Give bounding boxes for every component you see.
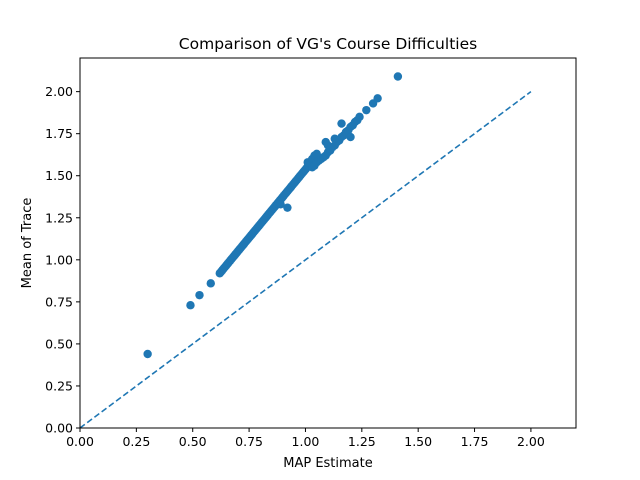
data-point — [330, 134, 339, 143]
chart-title: Comparison of VG's Course Difficulties — [179, 35, 477, 53]
y-tick-label: 1.75 — [45, 126, 73, 141]
data-point — [346, 132, 355, 142]
data-point — [337, 119, 346, 128]
x-tick-label: 0.75 — [235, 434, 263, 449]
data-point — [206, 279, 215, 288]
y-tick-label: 1.50 — [45, 168, 73, 183]
data-point — [276, 200, 285, 209]
x-tick-label: 1.25 — [348, 434, 376, 449]
x-tick-label: 0.00 — [66, 434, 94, 449]
y-tick-label: 2.00 — [45, 84, 73, 99]
data-point — [143, 349, 152, 359]
x-axis-ticks: 0.00 0.25 0.50 0.75 1.00 1.25 1.50 1.75 2.00 — [66, 428, 545, 449]
data-point — [195, 290, 204, 300]
x-axis-label: MAP Estimate — [283, 456, 373, 471]
x-tick-label: 1.00 — [292, 434, 320, 449]
data-points-layer — [143, 72, 403, 359]
data-point — [373, 94, 382, 103]
x-tick-label: 1.50 — [404, 434, 432, 449]
data-point — [283, 203, 292, 212]
y-tick-label: 0.00 — [45, 421, 73, 436]
x-tick-label: 0.25 — [122, 434, 150, 449]
data-point — [326, 144, 335, 154]
x-tick-label: 2.00 — [517, 434, 545, 449]
data-point — [393, 72, 403, 81]
y-tick-label: 0.75 — [45, 294, 73, 309]
data-point — [186, 301, 195, 310]
data-point — [362, 105, 371, 115]
plot-frame — [79, 57, 577, 429]
data-point — [355, 112, 364, 122]
reference-line — [79, 90, 532, 429]
y-tick-label: 1.25 — [45, 210, 73, 225]
x-tick-label: 0.50 — [179, 434, 207, 449]
reference-line-layer — [79, 90, 532, 429]
y-axis-ticks: 0.00 0.25 0.50 0.75 1.00 1.25 1.50 1.75 2.00 — [45, 84, 80, 436]
x-tick-label: 1.75 — [461, 434, 489, 449]
y-tick-label: 1.00 — [45, 252, 73, 267]
y-tick-label: 0.25 — [45, 378, 73, 393]
y-axis-label: Mean of Trace — [20, 198, 35, 289]
y-tick-label: 0.50 — [45, 336, 73, 351]
